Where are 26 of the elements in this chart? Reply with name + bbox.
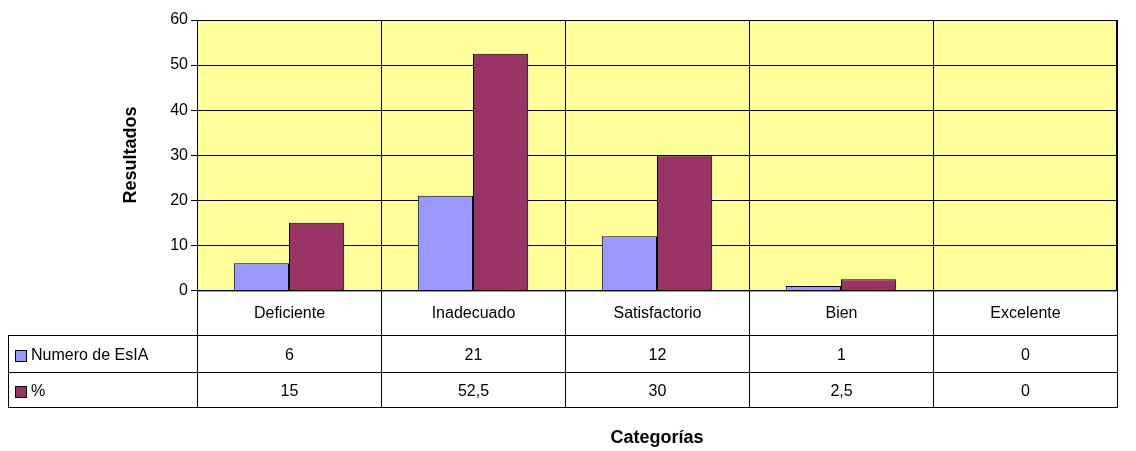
- data-label: 21: [381, 335, 566, 373]
- x-tick-label: Inadecuado: [381, 290, 566, 336]
- data-label: 0: [933, 372, 1118, 408]
- data-label: 1: [749, 335, 934, 373]
- text: Categorías: [610, 426, 704, 448]
- data-label: 52,5: [381, 372, 566, 408]
- data-label: 15: [197, 372, 382, 408]
- data-label: 0: [933, 335, 1118, 373]
- y-tick-label: 40: [170, 100, 189, 118]
- y-tick-label: 10: [170, 235, 189, 253]
- data-label: 12: [565, 335, 750, 373]
- data-label: 30: [565, 372, 750, 408]
- data-label: 2,5: [749, 372, 934, 408]
- x-tick-label: Excelente: [933, 290, 1118, 336]
- x-tick-label: Deficiente: [197, 290, 382, 336]
- y-tick-label: 20: [170, 190, 189, 208]
- data-label: 6: [197, 335, 382, 373]
- y-axis-title: Resultados: [119, 106, 141, 204]
- x-tick-label: Satisfactorio: [565, 290, 750, 336]
- y-tick-label: 30: [170, 145, 189, 163]
- y-tick-label: 50: [170, 55, 189, 73]
- legend-label: Numero de EsIA: [31, 346, 149, 363]
- legend-label: %: [31, 382, 46, 399]
- x-tick-label: Bien: [749, 290, 934, 336]
- y-tick-label: 60: [170, 10, 189, 28]
- y-tick-label: 0: [179, 280, 189, 298]
